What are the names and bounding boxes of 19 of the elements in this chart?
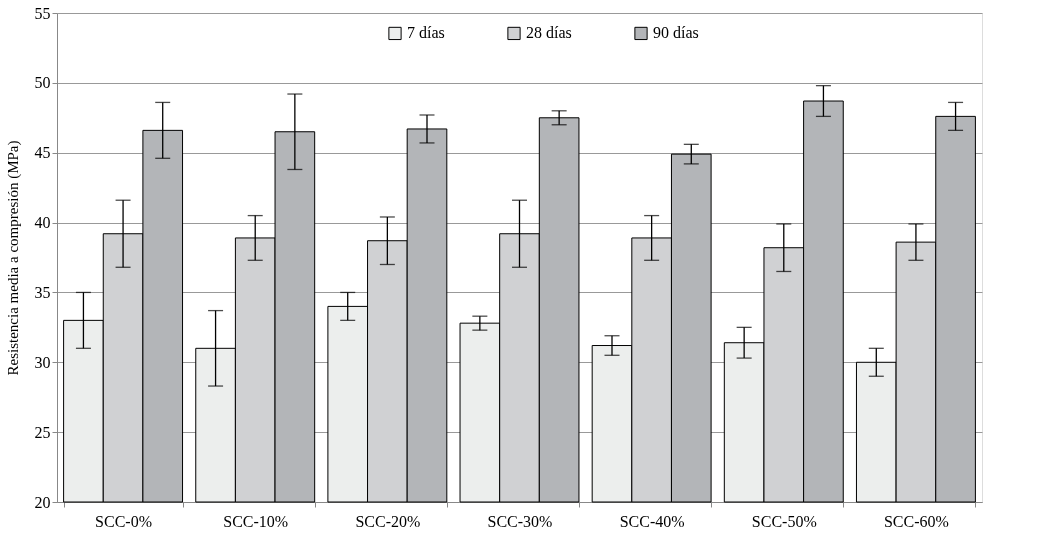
legend-label: 7 días <box>407 24 445 42</box>
y-tick-label: 45 <box>34 144 51 162</box>
y-tick-label: 55 <box>34 4 51 22</box>
y-tick-label: 25 <box>34 423 51 441</box>
x-tick-label: SCC-60% <box>883 512 949 530</box>
legend-label: 28 días <box>526 24 572 42</box>
y-tick-label: 35 <box>34 283 51 301</box>
x-tick-label: SCC-40% <box>619 512 685 530</box>
y-tick-label: 40 <box>34 214 51 232</box>
x-tick-label: SCC-50% <box>751 512 817 530</box>
x-tick-label: SCC-10% <box>223 512 289 530</box>
x-tick-label: SCC-0% <box>95 512 153 530</box>
y-tick-label: 50 <box>34 74 51 92</box>
y-tick-label: 20 <box>34 493 51 511</box>
y-axis-title: Resistencia media a compresión (MPa) <box>4 140 22 376</box>
y-tick-label: 30 <box>34 353 51 371</box>
x-tick-label: SCC-30% <box>487 512 553 530</box>
x-tick-label: SCC-20% <box>355 512 421 530</box>
legend-label: 90 días <box>653 24 699 42</box>
